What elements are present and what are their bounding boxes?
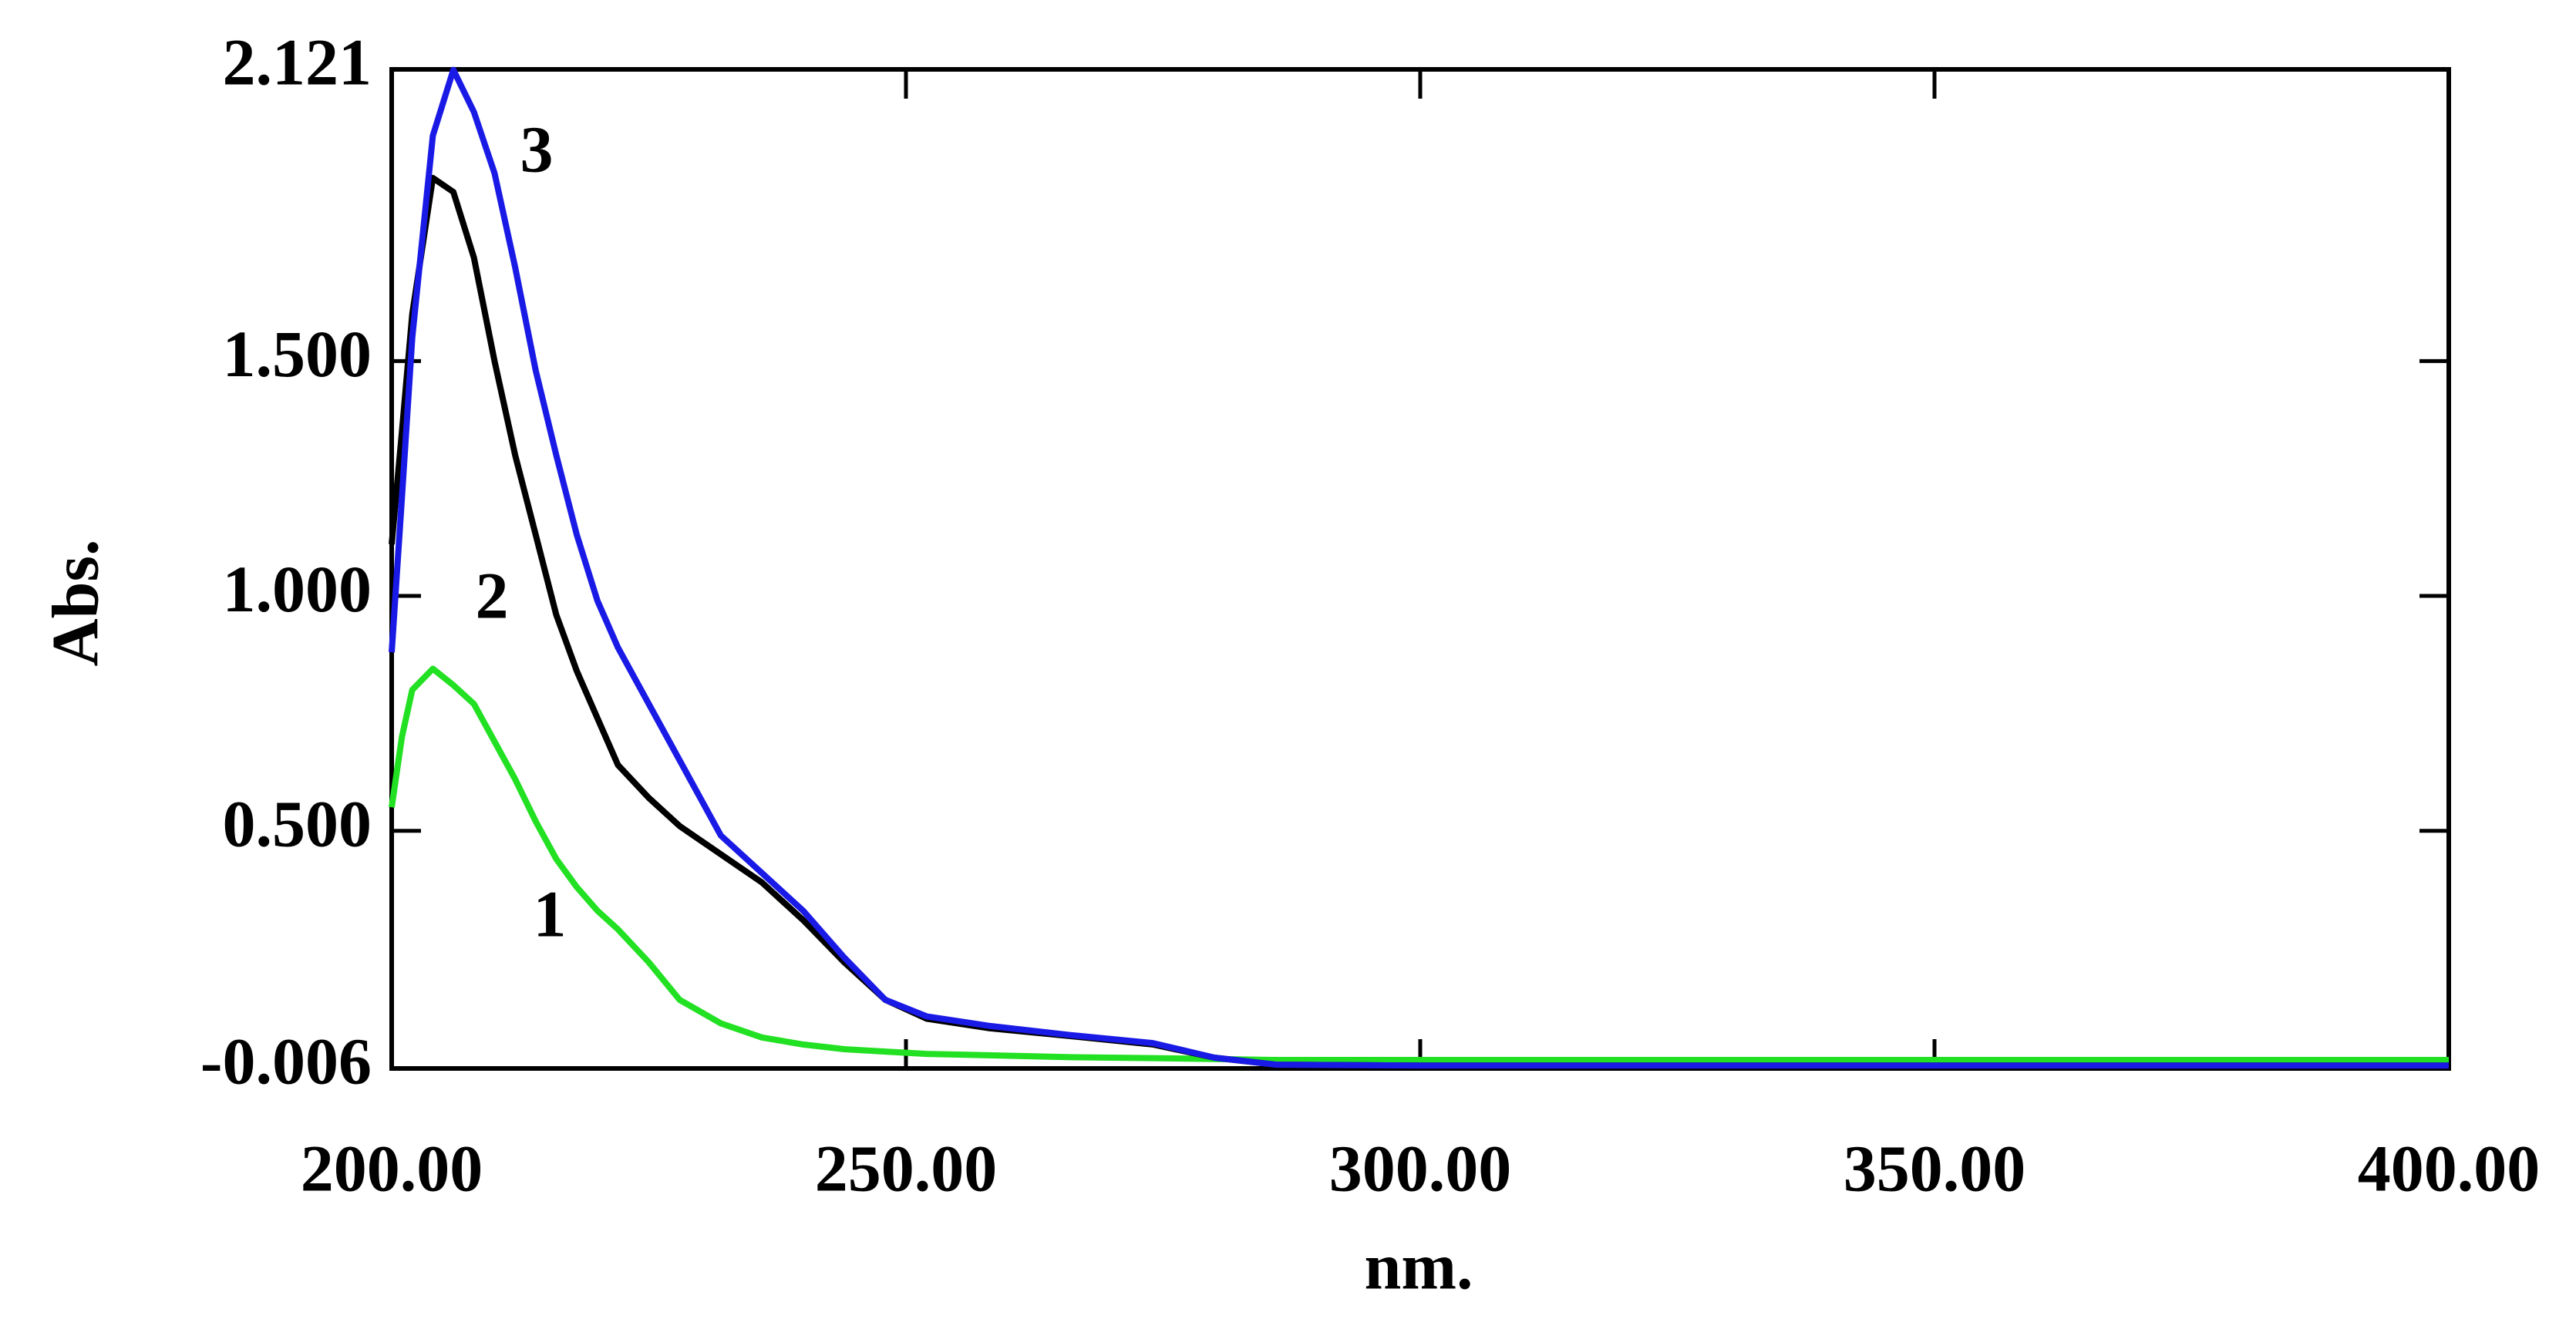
x-tick-label: 400.00 [2358, 1132, 2541, 1206]
y-tick-label: 2.121 [223, 25, 372, 99]
x-tick-label: 300.00 [1329, 1132, 1512, 1206]
data-line [389, 665, 2449, 1063]
y-tick-label: -0.006 [200, 1025, 372, 1099]
y-tick-label: 1.500 [223, 317, 372, 391]
series-label: 2 [476, 559, 509, 633]
x-axis-label: nm. [1365, 1230, 1473, 1304]
x-tick-label: 250.00 [815, 1132, 998, 1206]
data-line [389, 66, 2449, 1069]
series-label: 1 [534, 877, 567, 951]
series-label: 3 [520, 113, 554, 187]
x-tick-label: 200.00 [301, 1132, 483, 1206]
y-axis-label: Abs. [39, 540, 113, 667]
data-line [389, 174, 2449, 1069]
y-tick-label: 0.500 [223, 786, 372, 860]
x-tick-label: 350.00 [1844, 1132, 2026, 1206]
y-tick-label: 1.000 [223, 552, 372, 626]
plot-frame [389, 67, 2451, 1071]
